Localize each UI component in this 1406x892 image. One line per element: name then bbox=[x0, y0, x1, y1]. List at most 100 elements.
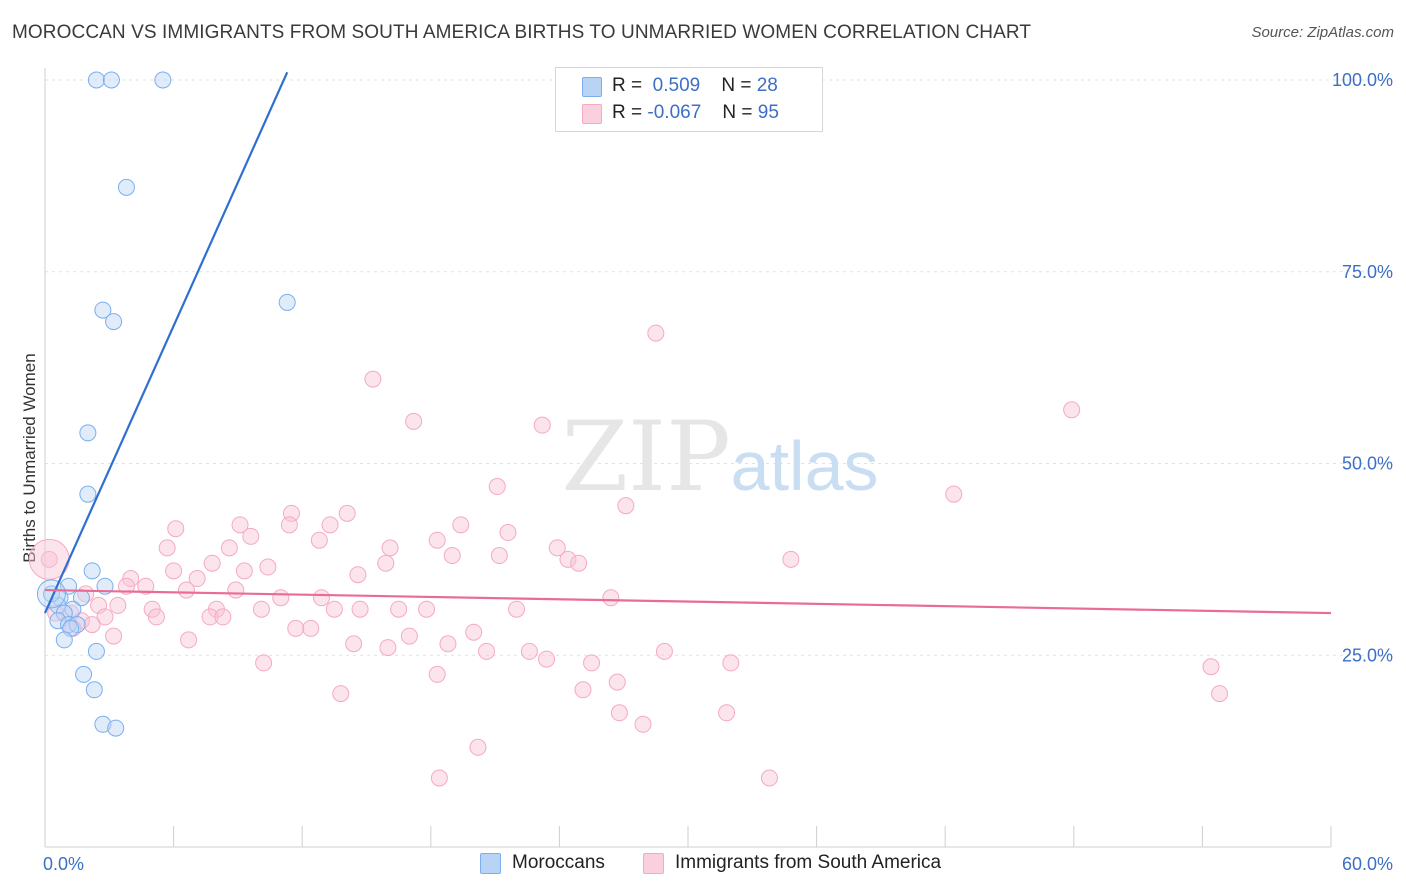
moroccan-point bbox=[83, 562, 101, 580]
south-america-point bbox=[722, 654, 740, 672]
south-america-point bbox=[520, 642, 538, 660]
south-america-point bbox=[559, 550, 577, 568]
south-america-point bbox=[647, 324, 665, 342]
south-america-point bbox=[105, 627, 123, 645]
south-america-point bbox=[338, 504, 356, 522]
moroccan-point bbox=[154, 71, 172, 89]
south-america-point bbox=[351, 600, 369, 618]
stats-legend: R = 0.509 N = 28 R = -0.067 N = 95 bbox=[555, 67, 823, 132]
south-america-point bbox=[533, 416, 551, 434]
south-america-point bbox=[188, 570, 206, 588]
south-america-point bbox=[201, 608, 219, 626]
south-america-point bbox=[302, 619, 320, 637]
south-america-point bbox=[428, 665, 446, 683]
legend-n-label: N = bbox=[722, 102, 753, 123]
south-america-point bbox=[538, 650, 556, 668]
x-tick-label-min: 0.0% bbox=[43, 854, 84, 874]
y-tick-label: 50.0% bbox=[1342, 454, 1393, 474]
south-america-point bbox=[602, 589, 620, 607]
south-america-point bbox=[40, 550, 58, 568]
south-america-point bbox=[418, 600, 436, 618]
south-america-point bbox=[220, 539, 238, 557]
south-america-point bbox=[782, 550, 800, 568]
south-america-point bbox=[760, 769, 778, 787]
south-america-point bbox=[137, 577, 155, 595]
tick-labels: 25.0% 50.0% 75.0% 100.0% 0.0% 60.0% bbox=[43, 70, 1393, 874]
moroccan-point bbox=[49, 612, 67, 630]
south-america-point bbox=[945, 485, 963, 503]
y-tick-label: 100.0% bbox=[1332, 70, 1393, 90]
south-america-point bbox=[287, 619, 305, 637]
south-america-point bbox=[1202, 658, 1220, 676]
x-tick-label-max: 60.0% bbox=[1342, 854, 1393, 874]
moroccan-point bbox=[55, 631, 73, 649]
moroccan-point bbox=[87, 642, 105, 660]
south-america-point bbox=[400, 627, 418, 645]
legend-r-value: -0.067 bbox=[647, 102, 702, 123]
y-tick-label: 75.0% bbox=[1342, 262, 1393, 282]
south-america-point bbox=[332, 685, 350, 703]
south-america-point bbox=[610, 704, 628, 722]
south-america-point bbox=[583, 654, 601, 672]
south-america-point bbox=[574, 681, 592, 699]
south-america-point bbox=[280, 516, 298, 534]
south-america-point bbox=[177, 581, 195, 599]
moroccan-point bbox=[278, 293, 296, 311]
south-america-point bbox=[321, 516, 339, 534]
south-america-point bbox=[381, 539, 399, 557]
south-america-point bbox=[349, 566, 367, 584]
south-america-point bbox=[147, 608, 165, 626]
moroccan-point bbox=[64, 600, 82, 618]
south-america-trend-line bbox=[44, 588, 1332, 615]
south-america-point bbox=[465, 623, 483, 641]
south-america-point bbox=[655, 642, 673, 660]
south-america-point bbox=[312, 589, 330, 607]
south-america-point bbox=[488, 478, 506, 496]
moroccan-point-large bbox=[36, 579, 66, 609]
south-america-points bbox=[28, 324, 1229, 787]
moroccans-swatch bbox=[582, 77, 602, 97]
y-tick-label: 25.0% bbox=[1342, 645, 1393, 665]
south-america-point bbox=[364, 370, 382, 388]
trend-lines bbox=[43, 71, 1332, 615]
south-america-point bbox=[379, 639, 397, 657]
south-america-point bbox=[83, 616, 101, 634]
moroccan-point bbox=[102, 71, 120, 89]
south-america-point bbox=[165, 562, 183, 580]
watermark: ZIPatlas bbox=[561, 401, 878, 513]
south-america-point bbox=[122, 570, 140, 588]
south-america-point bbox=[548, 539, 566, 557]
south-america-point bbox=[478, 642, 496, 660]
legend-n-value: 95 bbox=[757, 102, 779, 123]
south-america-point bbox=[203, 554, 221, 572]
south-america-point bbox=[428, 531, 446, 549]
south-america-point bbox=[180, 631, 198, 649]
south-america-point bbox=[718, 704, 736, 722]
moroccan-point bbox=[105, 313, 123, 331]
south-america-point bbox=[443, 547, 461, 565]
south-america-legend-swatch bbox=[643, 853, 664, 874]
moroccan-point bbox=[75, 665, 93, 683]
axes bbox=[44, 68, 1332, 848]
moroccans-legend-swatch bbox=[480, 853, 501, 874]
south-america-point bbox=[117, 577, 135, 595]
legend-n-value: 28 bbox=[756, 75, 778, 96]
south-america-point bbox=[231, 516, 249, 534]
south-america-point bbox=[377, 554, 395, 572]
south-america-point bbox=[167, 520, 185, 538]
moroccan-point bbox=[94, 715, 112, 733]
south-america-legend-label: Immigrants from South America bbox=[675, 852, 942, 873]
south-america-point bbox=[227, 581, 245, 599]
south-america-swatch bbox=[582, 104, 602, 124]
legend-r-value: 0.509 bbox=[652, 75, 701, 96]
moroccan-point bbox=[94, 301, 112, 319]
south-america-point bbox=[109, 596, 127, 614]
legend-r-label: R = bbox=[612, 75, 643, 96]
moroccan-point bbox=[117, 178, 135, 196]
south-america-point bbox=[259, 558, 277, 576]
south-america-point bbox=[634, 715, 652, 733]
south-america-point bbox=[272, 589, 290, 607]
moroccan-point bbox=[107, 719, 125, 737]
south-america-point bbox=[345, 635, 363, 653]
